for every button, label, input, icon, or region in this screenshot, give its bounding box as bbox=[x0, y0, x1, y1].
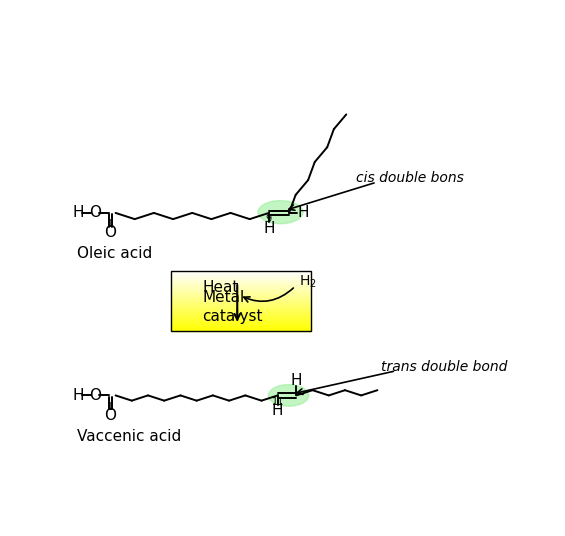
Bar bbox=[171, 280, 311, 282]
Text: 1: 1 bbox=[107, 401, 113, 412]
Bar bbox=[171, 301, 311, 302]
Bar bbox=[171, 284, 311, 286]
Text: H: H bbox=[263, 221, 275, 236]
Bar bbox=[171, 297, 311, 299]
Bar bbox=[171, 320, 311, 322]
Bar bbox=[171, 326, 311, 327]
Bar bbox=[171, 317, 311, 319]
Bar bbox=[171, 271, 311, 272]
Bar bbox=[171, 330, 311, 331]
Bar bbox=[171, 311, 311, 313]
Bar bbox=[171, 285, 311, 287]
Bar bbox=[171, 291, 311, 293]
Bar bbox=[171, 321, 311, 323]
Bar bbox=[171, 309, 311, 311]
Bar bbox=[171, 314, 311, 316]
Text: O: O bbox=[104, 226, 116, 241]
Bar bbox=[171, 292, 311, 294]
Text: H: H bbox=[73, 205, 84, 220]
Text: trans double bond: trans double bond bbox=[381, 360, 507, 374]
Text: Vaccenic acid: Vaccenic acid bbox=[77, 428, 181, 443]
Text: H: H bbox=[73, 388, 84, 403]
Bar bbox=[171, 303, 311, 304]
Bar bbox=[171, 287, 311, 289]
Text: Metal
catalyst: Metal catalyst bbox=[202, 290, 263, 324]
Bar bbox=[171, 319, 311, 321]
Bar bbox=[171, 316, 311, 318]
Text: H$_2$: H$_2$ bbox=[299, 274, 317, 291]
Ellipse shape bbox=[258, 200, 303, 224]
Bar bbox=[171, 324, 311, 325]
Bar bbox=[171, 273, 311, 274]
Bar bbox=[171, 289, 311, 291]
Text: H: H bbox=[297, 205, 308, 220]
Text: O: O bbox=[89, 388, 101, 403]
Bar bbox=[171, 294, 311, 295]
Bar bbox=[171, 304, 311, 306]
Bar bbox=[171, 274, 311, 276]
Bar bbox=[171, 276, 311, 277]
Bar bbox=[171, 278, 311, 279]
Bar bbox=[171, 300, 311, 301]
Bar bbox=[171, 315, 311, 317]
Text: Heat: Heat bbox=[202, 280, 239, 295]
Bar bbox=[171, 310, 311, 312]
Text: H: H bbox=[272, 403, 284, 418]
Text: 1: 1 bbox=[107, 219, 113, 229]
Bar bbox=[171, 277, 311, 278]
Text: 9: 9 bbox=[266, 214, 272, 225]
Bar bbox=[171, 296, 311, 297]
Text: O: O bbox=[104, 408, 116, 423]
Ellipse shape bbox=[268, 385, 308, 406]
Bar bbox=[171, 322, 311, 324]
Bar bbox=[171, 325, 311, 326]
Bar bbox=[171, 281, 311, 283]
Bar bbox=[171, 327, 311, 329]
Bar bbox=[171, 329, 311, 330]
Bar bbox=[171, 290, 311, 292]
Bar bbox=[171, 271, 311, 331]
Bar bbox=[171, 308, 311, 309]
Bar bbox=[171, 307, 311, 308]
Text: cis double bons: cis double bons bbox=[356, 172, 464, 185]
Bar bbox=[171, 302, 311, 303]
Text: 11: 11 bbox=[272, 397, 284, 407]
Bar bbox=[171, 286, 311, 288]
Bar bbox=[171, 282, 311, 284]
Bar bbox=[171, 272, 311, 273]
Text: H: H bbox=[290, 373, 302, 388]
Bar bbox=[171, 279, 311, 281]
Text: Oleic acid: Oleic acid bbox=[77, 246, 152, 261]
Bar bbox=[171, 306, 311, 307]
Bar bbox=[171, 295, 311, 296]
Text: O: O bbox=[89, 205, 101, 220]
Bar bbox=[171, 312, 311, 314]
Bar bbox=[171, 299, 311, 300]
